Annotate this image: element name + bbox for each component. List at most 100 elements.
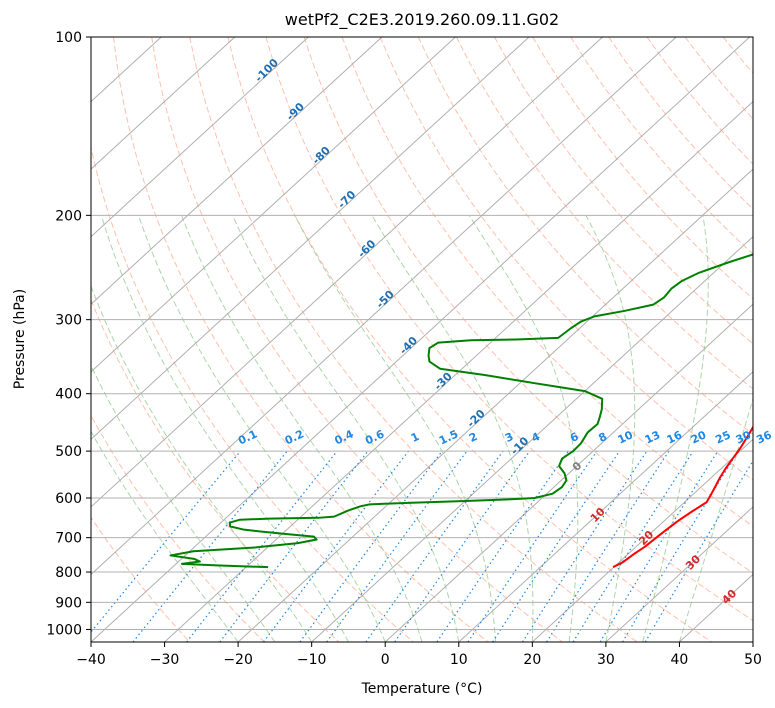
- dry-adiabat-line: [722, 37, 753, 74]
- x-tick-label: −40: [76, 652, 106, 668]
- background-lines: [91, 37, 775, 642]
- pressure-gridlines: [91, 37, 753, 630]
- moist-adiabat-line: [294, 215, 497, 642]
- isotherm-line: [91, 37, 456, 373]
- isotherm-label: -20: [464, 407, 487, 430]
- dry-adiabat-line: [455, 37, 753, 390]
- mixing-ratio-line: [263, 450, 409, 642]
- dewpoint-profile: [169, 253, 753, 569]
- mixing-ratio-line: [521, 450, 648, 642]
- dry-adiabat-line: [113, 37, 489, 642]
- dry-adiabat-line: [91, 414, 265, 642]
- dry-adiabat-line: [646, 37, 753, 165]
- x-tick-label: 30: [597, 652, 615, 668]
- x-tick-label: 20: [523, 652, 541, 668]
- isotherm-label: -100: [252, 56, 281, 85]
- mixing-ratio-line: [299, 450, 443, 642]
- mixing-ratio-label: 0.2: [283, 427, 306, 447]
- isotherm-label: -70: [335, 188, 358, 211]
- isotherm-line: [752, 641, 753, 642]
- mixing-ratio-line: [219, 450, 369, 642]
- temperature-profile: [612, 424, 753, 569]
- dry-adiabat-line: [379, 37, 753, 481]
- y-tick-label: 300: [55, 313, 82, 329]
- mixing-ratio-line: [394, 450, 531, 642]
- mixing-ratio-label: 0.4: [332, 427, 355, 447]
- mixing-ratio-line: [326, 450, 468, 642]
- moist-adiabat-line: [585, 215, 636, 642]
- y-axis: 100 200 300 400 500 600 700 800 900 1000: [46, 30, 91, 638]
- plot-frame: [90, 36, 754, 643]
- mixing-ratio-label: 30: [734, 428, 754, 446]
- mixing-ratio-line: [599, 450, 719, 642]
- x-tick-label: −10: [297, 652, 327, 668]
- moist-adiabat-line: [100, 215, 349, 642]
- x-tick-label: 50: [744, 652, 762, 668]
- isotherm-line: [91, 37, 751, 642]
- moist-adiabat-line: [678, 396, 753, 642]
- isotherm-line: [531, 438, 753, 642]
- isotherm-line: [605, 506, 753, 642]
- mixing-ratio-line: [436, 450, 569, 642]
- dry-adiabat-line: [684, 37, 753, 120]
- isotherm-line: [91, 37, 309, 238]
- y-axis-label: Pressure (hPa): [12, 289, 28, 389]
- mixing-ratio-line: [186, 450, 338, 642]
- moist-adiabat-line: [371, 215, 534, 642]
- mixing-ratio-label: 20: [689, 428, 709, 446]
- x-tick-label: 10: [450, 652, 468, 668]
- mixing-ratio-label: 10: [616, 428, 636, 446]
- dry-adiabat-line: [91, 145, 414, 642]
- isotherm-line: [237, 168, 753, 642]
- isotherm-line: [458, 371, 753, 642]
- dry-adiabat-line: [303, 37, 753, 574]
- moist-adiabat-line: [181, 215, 423, 642]
- mixing-ratio-line: [91, 450, 241, 633]
- y-tick-label: 800: [55, 565, 82, 581]
- x-axis-label: Temperature (°C): [361, 681, 483, 697]
- y-tick-label: 500: [55, 444, 82, 460]
- moist-adiabat-line: [91, 284, 313, 642]
- dry-adiabat-line: [151, 37, 563, 642]
- mixing-ratio-label: 1.5: [437, 427, 460, 447]
- mixing-ratio-label: 13: [643, 428, 662, 446]
- dry-adiabat-line: [761, 37, 775, 642]
- mixing-ratio-label: 0.1: [236, 427, 259, 447]
- y-tick-label: 1000: [46, 622, 82, 638]
- dry-adiabat-line: [227, 37, 713, 642]
- y-tick-label: 100: [55, 30, 82, 46]
- moist-adiabat-line: [468, 215, 579, 642]
- isotherm-label: -30: [432, 370, 455, 393]
- mixing-ratio-label: 16: [665, 428, 685, 446]
- mixing-ratio-line: [572, 450, 694, 642]
- isotherm-line: [384, 303, 753, 642]
- isotherm-line: [91, 37, 383, 305]
- x-tick-label: 0: [381, 652, 390, 668]
- mixing-ratio-line: [365, 450, 504, 642]
- dry-adiabat-line: [265, 37, 753, 622]
- x-axis: −40 −30 −20 −10 0 10 20 30 40 50: [76, 642, 762, 668]
- mixing-ratio-label: 1: [409, 430, 421, 445]
- mixing-ratio-line: [622, 450, 739, 642]
- moist-adiabat-line: [232, 215, 460, 642]
- mixing-ratio-line: [492, 450, 621, 642]
- isotherm-label: -50: [374, 288, 397, 311]
- moist-adiabat-line: [642, 215, 709, 642]
- dry-adiabat-line: [570, 37, 753, 255]
- isotherm-line: [91, 37, 236, 170]
- sounding-profiles: [169, 253, 753, 569]
- isotherm-line: [91, 37, 530, 440]
- dry-adiabat-line: [608, 37, 753, 210]
- mixing-ratio-label: 0.6: [363, 427, 386, 447]
- moist-adiabat-line: [91, 430, 239, 642]
- dry-adiabat-line: [532, 37, 753, 300]
- x-tick-label: 40: [671, 652, 689, 668]
- x-tick-label: −20: [223, 652, 253, 668]
- dry-adiabat-line: [341, 37, 753, 527]
- chart-title: wetPf2_C2E3.2019.260.09.11.G02: [285, 10, 559, 30]
- moist-adiabat-line: [138, 215, 386, 642]
- y-tick-label: 400: [55, 387, 82, 403]
- mixing-ratio-label: 36: [754, 428, 774, 446]
